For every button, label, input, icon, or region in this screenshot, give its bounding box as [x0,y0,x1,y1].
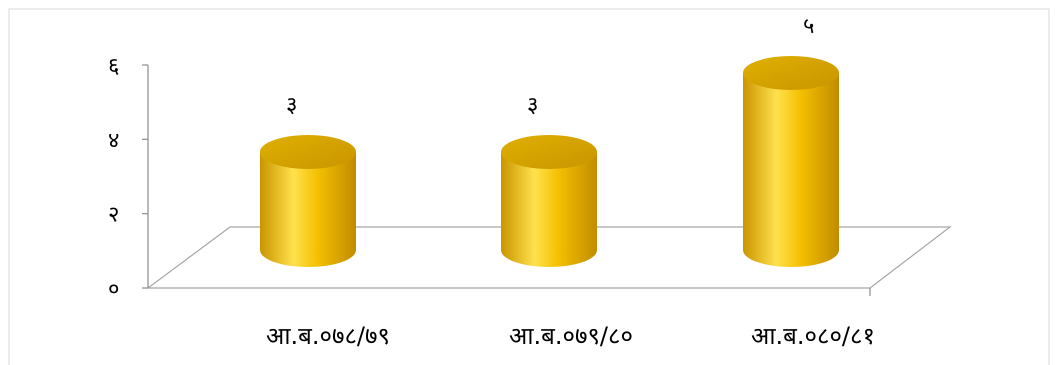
bar-top [743,56,839,90]
y-tick-label: ० [108,277,119,302]
x-tick-label: आ.ब.०८०/८१ [751,322,875,350]
bar [743,56,839,267]
x-tick-label: आ.ब.०७९/८० [509,322,633,350]
data-label: ५ [803,14,814,39]
bar-body [501,152,597,267]
x-tick-label: आ.ब.०७८/७९ [266,322,390,350]
data-label: ३ [527,93,538,118]
bar-top [501,135,597,169]
y-tick-label: ४ [108,128,119,153]
bar [501,135,597,267]
data-label: ३ [286,93,297,118]
bar [260,135,356,267]
bar-top [260,135,356,169]
y-tick-label: ६ [108,54,119,79]
bar-body [260,152,356,267]
chart-floor [146,226,952,289]
bar-body [743,73,839,267]
y-tick-label: २ [108,203,119,228]
